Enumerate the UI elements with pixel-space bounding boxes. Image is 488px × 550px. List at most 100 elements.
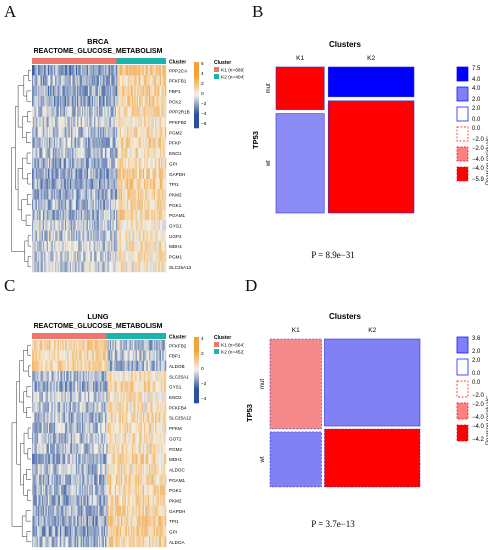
- a-cell: [70, 189, 73, 200]
- a-cell: [102, 220, 105, 231]
- a-cell: [109, 127, 112, 138]
- c-cell: [102, 412, 105, 423]
- c-cell: [135, 453, 138, 465]
- c-cell: [66, 453, 68, 465]
- c-cell: [157, 453, 159, 465]
- c-cell: [32, 495, 34, 506]
- a-cell: [41, 168, 44, 180]
- a-cell: [50, 106, 52, 117]
- c-cell: [60, 340, 62, 351]
- a-cell: [152, 230, 155, 242]
- c-cell: [78, 422, 80, 434]
- c-cell: [139, 402, 141, 413]
- a-cell: [130, 178, 133, 190]
- c-cell: [106, 453, 108, 465]
- c-cell: [135, 402, 138, 413]
- c-cell: [163, 433, 166, 444]
- a-cell: [83, 261, 85, 273]
- a-cell: [101, 168, 103, 180]
- c-cell: [144, 474, 146, 486]
- c-cell: [142, 412, 145, 423]
- a-cell: [41, 230, 44, 242]
- a-cell: [117, 85, 119, 97]
- c-cell: [46, 412, 49, 423]
- a-cell: [152, 189, 155, 200]
- a-cell: [81, 75, 84, 86]
- a-cell: [67, 147, 69, 159]
- c-cell: [42, 484, 45, 496]
- a-cell: [61, 168, 63, 180]
- c-cell: [32, 474, 34, 486]
- c-cell: [50, 495, 52, 506]
- c-cell: [150, 433, 152, 444]
- c-cell: [162, 350, 164, 361]
- a-cell: [57, 220, 60, 231]
- c-cell: [139, 412, 141, 423]
- a-cell: [153, 230, 156, 242]
- a-cell: [129, 251, 131, 262]
- a-cell: [106, 106, 108, 117]
- c-cell: [81, 443, 84, 455]
- c-cell: [91, 402, 94, 413]
- a-cell: [153, 147, 156, 159]
- c-cell: [123, 433, 125, 444]
- a-cell: [35, 137, 38, 148]
- a-cell: [111, 127, 113, 138]
- c-cell: [164, 443, 167, 455]
- c-cell: [137, 495, 140, 506]
- a-cell: [78, 230, 80, 242]
- a-cell: [133, 65, 135, 76]
- a-cell: [103, 158, 106, 169]
- a-cell: [109, 230, 112, 242]
- c-cell: [42, 536, 45, 548]
- c-cell: [81, 360, 84, 372]
- a-cell: [123, 168, 125, 180]
- c-cell: [137, 505, 140, 517]
- c-cell: [117, 536, 119, 548]
- a-cell: [34, 199, 36, 211]
- a-cell: [135, 127, 138, 138]
- a-cell: [114, 168, 117, 180]
- c-cell: [122, 350, 124, 361]
- c-cell: [35, 371, 38, 382]
- a-cell: [49, 209, 51, 221]
- a-cell: [148, 106, 151, 117]
- a-cell: [75, 127, 78, 138]
- c-cell: [139, 381, 141, 392]
- a-cell: [77, 168, 79, 180]
- c-cell: [64, 526, 67, 537]
- a-cell: [158, 240, 161, 252]
- a-cell: [44, 158, 46, 169]
- a-cell: [100, 147, 102, 159]
- a-cell: [73, 158, 75, 169]
- c-cell: [118, 391, 121, 403]
- a-cell: [58, 116, 61, 128]
- a-cell: [84, 147, 86, 159]
- c-cell: [32, 422, 34, 434]
- c-cell: [130, 484, 133, 496]
- c-cell: [114, 350, 117, 361]
- c-cell: [153, 371, 156, 382]
- c-cell: [131, 412, 134, 423]
- c-cell: [75, 536, 78, 548]
- c-cell: [157, 536, 159, 548]
- c-cell: [33, 340, 35, 351]
- a-cell: [163, 220, 166, 231]
- a-cell: [75, 240, 78, 252]
- a-cell: [99, 127, 101, 138]
- c-cell: [94, 443, 96, 455]
- c-cell: [148, 505, 151, 517]
- a-cell: [68, 116, 71, 128]
- c-cell: [151, 495, 153, 506]
- c-cell: [34, 422, 36, 434]
- a-cell: [123, 137, 125, 148]
- c-cell: [120, 464, 123, 475]
- a-cell: [162, 137, 164, 148]
- c-cell: [67, 402, 69, 413]
- c-cell: [62, 433, 64, 444]
- a-cell: [79, 158, 82, 169]
- c-cell: [159, 495, 162, 506]
- a-cell: [74, 75, 77, 86]
- c-cell: [119, 453, 122, 465]
- c-cell: [35, 433, 38, 444]
